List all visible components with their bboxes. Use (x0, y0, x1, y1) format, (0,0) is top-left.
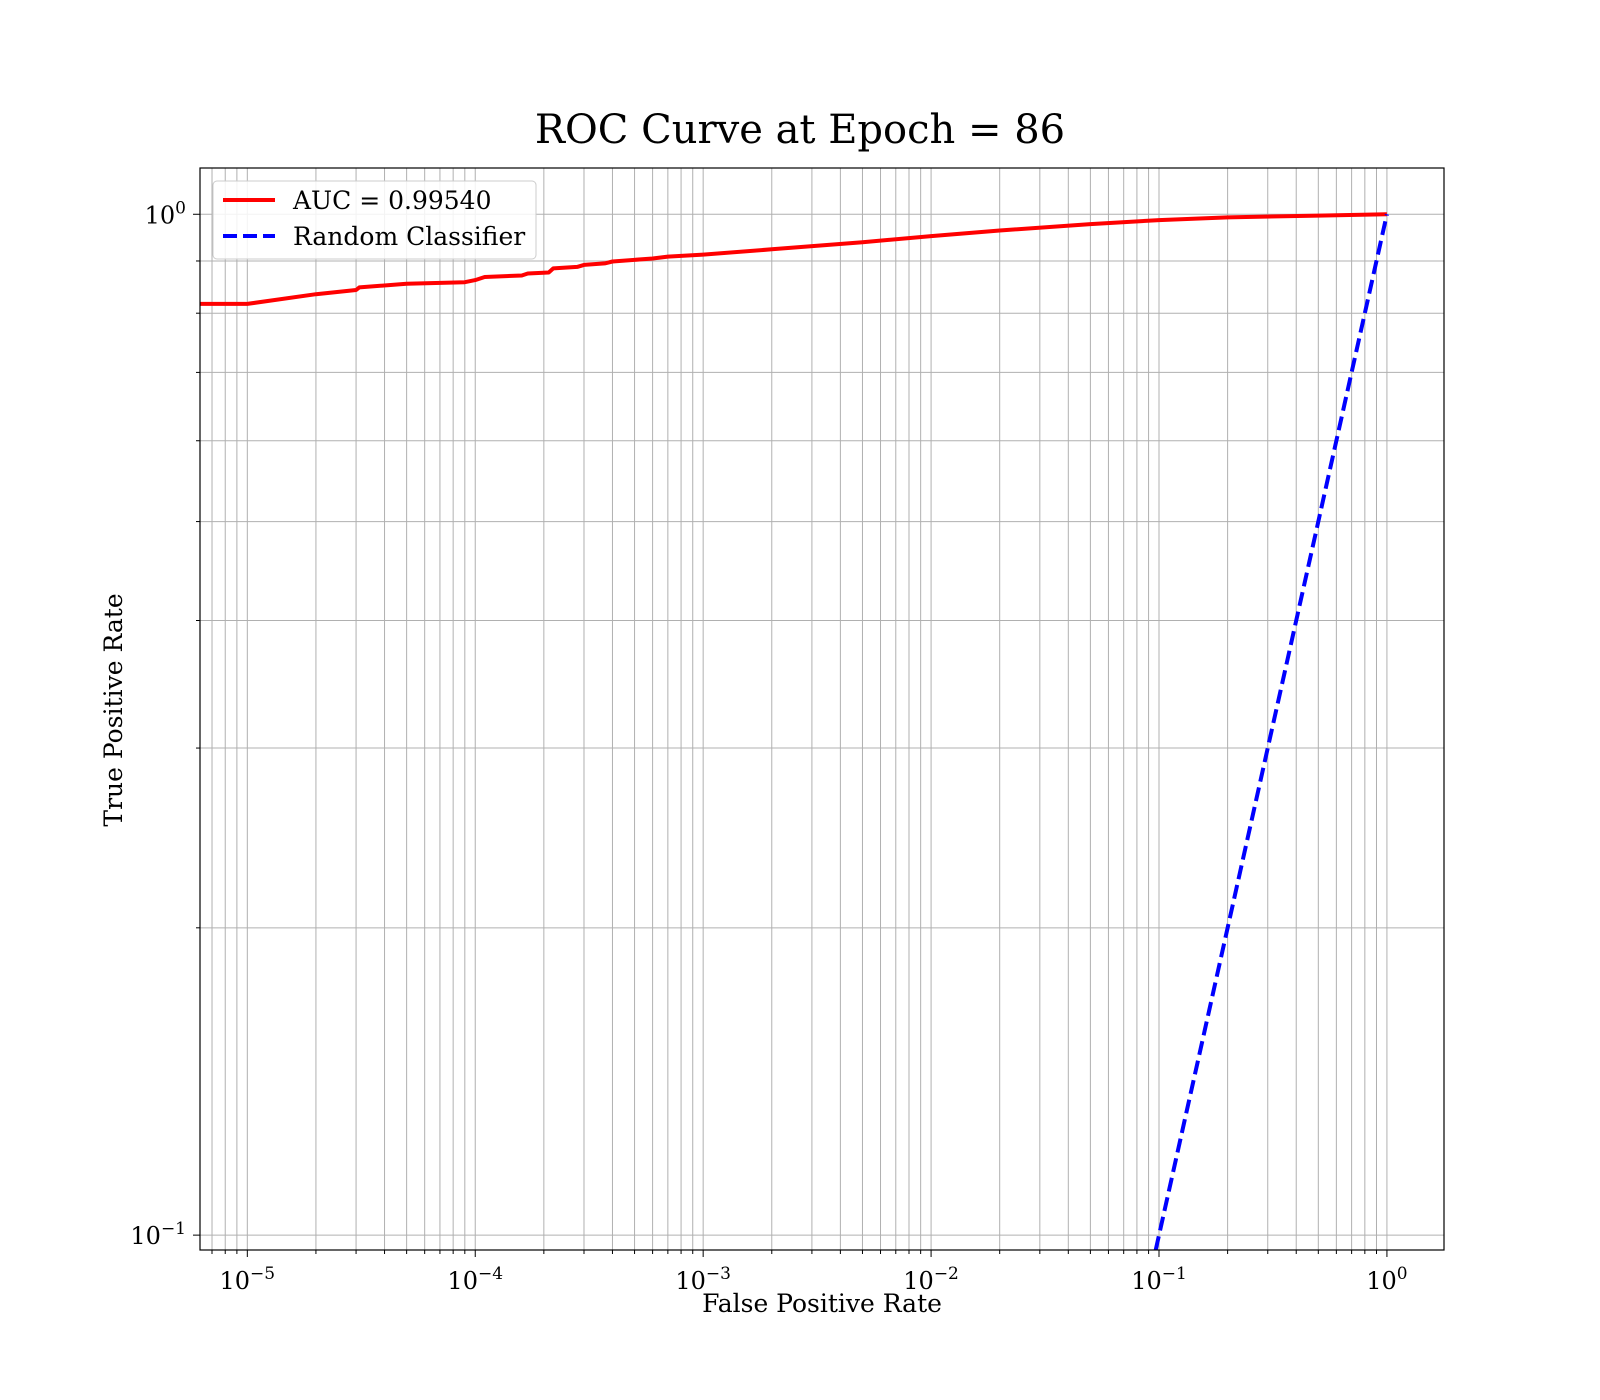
plot-frame (199, 167, 1445, 1251)
legend: AUC = 0.99540 Random Classifier (212, 180, 537, 260)
x-tick-label: 10−3 (675, 1264, 731, 1295)
x-tick-label: 10−4 (447, 1264, 503, 1295)
legend-label-random: Random Classifier (293, 222, 525, 251)
y-axis-label: True Positive Rate (99, 593, 128, 826)
chart-title: ROC Curve at Epoch = 86 (535, 107, 1065, 153)
x-tick-label: 10−1 (1131, 1264, 1187, 1295)
x-tick-label: 10−2 (903, 1264, 959, 1295)
series-group (200, 212, 1389, 1250)
x-axis-label: False Positive Rate (702, 1289, 942, 1318)
x-tick-label: 10−5 (220, 1264, 276, 1295)
legend-label-auc: AUC = 0.99540 (292, 186, 491, 215)
roc-curve-line (200, 212, 1387, 306)
ticks-group: 10−5 10−4 10−3 10−2 10−1 100 100 10−1 (130, 198, 1407, 1295)
y-tick-label: 10−1 (130, 1219, 186, 1250)
legend-box (212, 180, 537, 260)
y-tick-label: 100 (145, 198, 186, 229)
grid (200, 168, 1444, 1250)
random-classifier-line (1153, 213, 1389, 1250)
x-tick-label: 100 (1366, 1264, 1407, 1295)
